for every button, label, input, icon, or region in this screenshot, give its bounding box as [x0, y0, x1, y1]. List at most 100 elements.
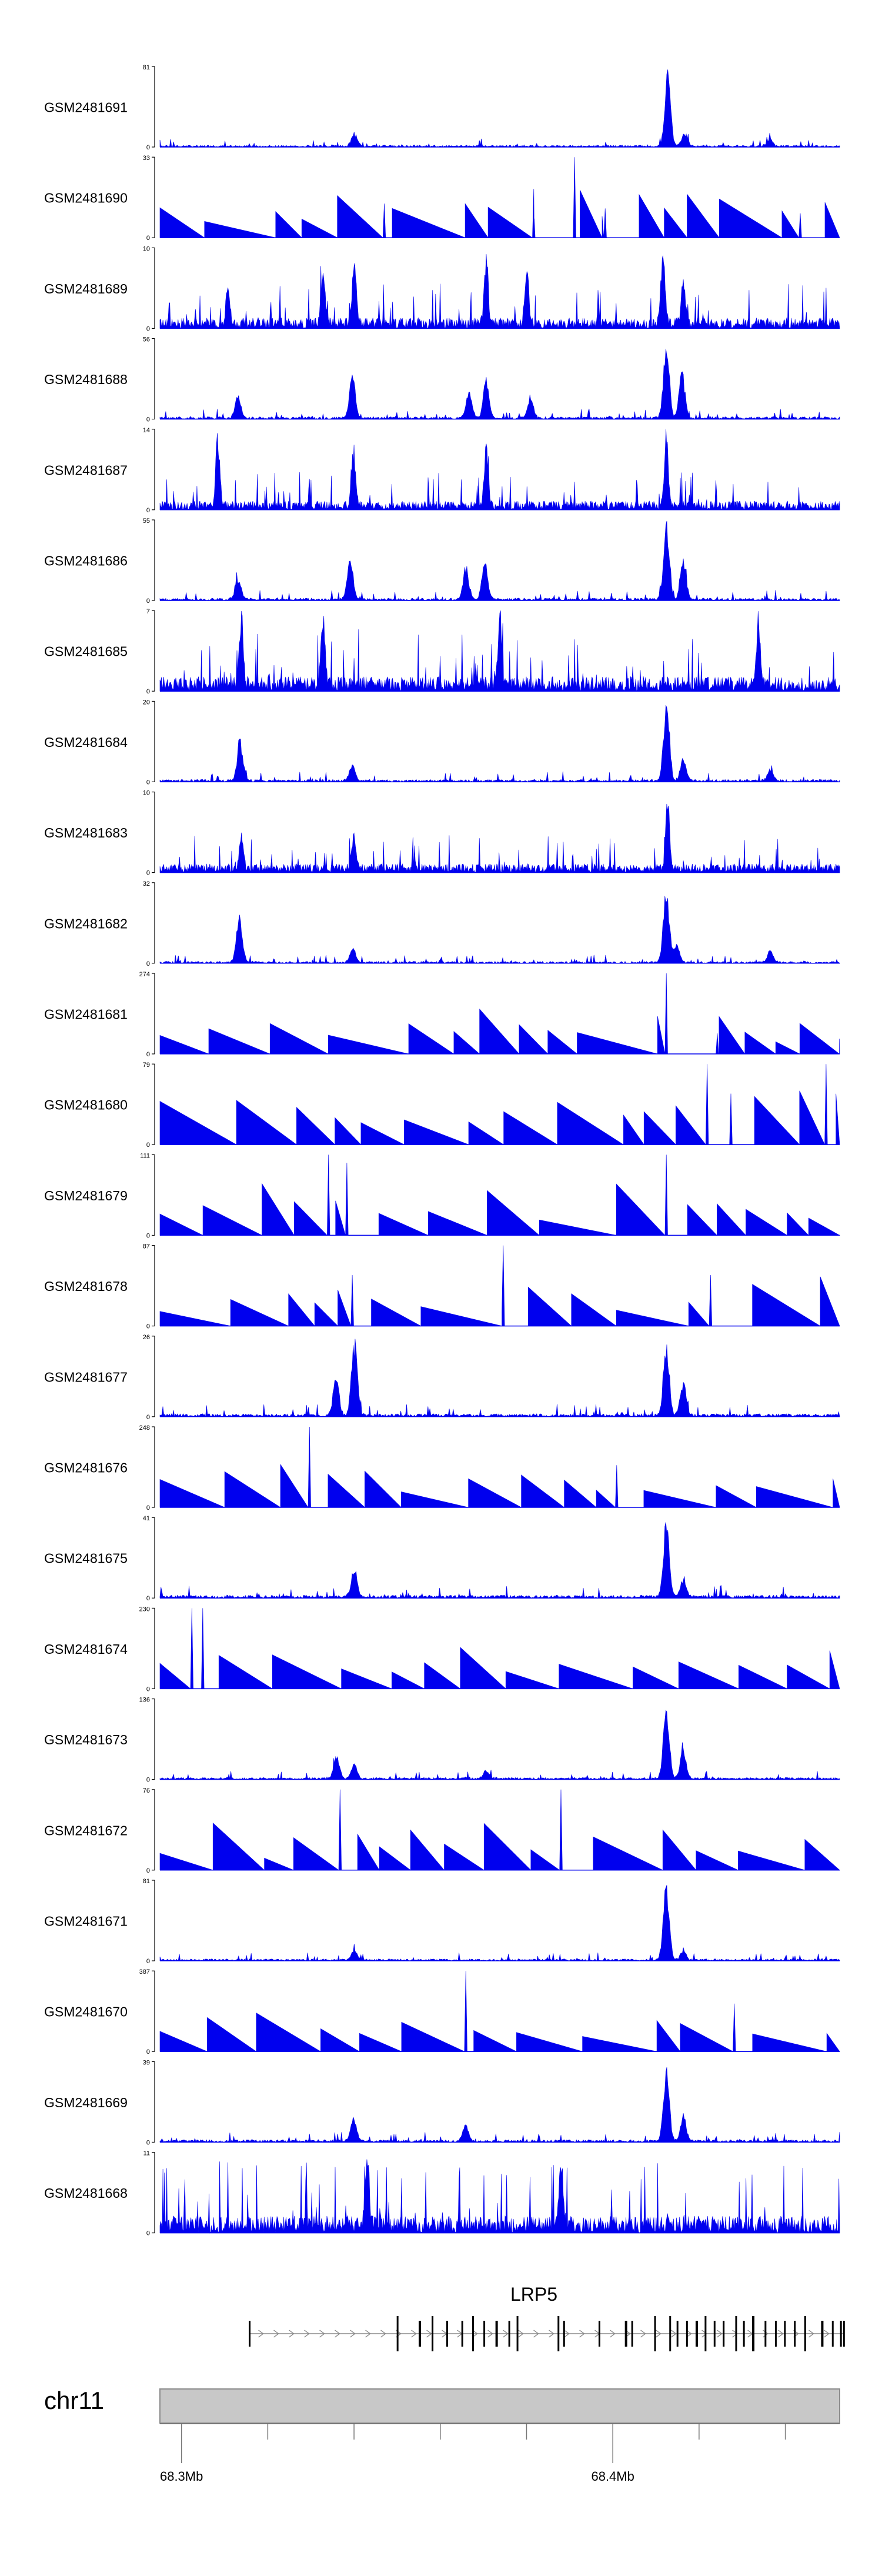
- track-GSM2481675: GSM2481675 41 0: [44, 1515, 840, 1602]
- track-label: GSM2481677: [44, 1369, 128, 1384]
- gene-exon: [396, 2316, 399, 2351]
- strand-arrow-icon: [671, 2330, 677, 2338]
- track-label: GSM2481690: [44, 191, 128, 206]
- gene-exon: [686, 2321, 688, 2347]
- signal-area: [159, 1608, 840, 1690]
- y-tick-label-max: 81: [143, 1878, 150, 1885]
- strand-arrow-icon: [350, 2330, 356, 2338]
- strand-arrow-icon: [319, 2330, 325, 2338]
- strand-arrow-icon: [579, 2330, 585, 2338]
- gene-exon: [804, 2316, 806, 2351]
- strand-arrow-icon: [640, 2330, 646, 2338]
- strand-arrow-icon: [304, 2330, 310, 2338]
- y-tick-label-max: 7: [146, 608, 150, 615]
- track-label: GSM2481680: [44, 1097, 128, 1113]
- gene-exon: [821, 2321, 824, 2347]
- track-GSM2481686: GSM2481686 55 0: [44, 518, 840, 605]
- gene-exon: [508, 2321, 510, 2347]
- gene-exon: [774, 2321, 777, 2347]
- strand-arrow-icon: [503, 2330, 509, 2338]
- strand-arrow-icon: [564, 2330, 570, 2338]
- strand-arrow-icon: [380, 2330, 386, 2338]
- strand-arrow-icon: [533, 2330, 539, 2338]
- track-label: GSM2481669: [44, 2095, 128, 2110]
- gene-exon: [249, 2321, 251, 2347]
- track-label: GSM2481675: [44, 1551, 128, 1566]
- y-tick-label-max: 56: [143, 336, 150, 343]
- signal-area: [159, 973, 840, 1055]
- track-GSM2481678: GSM2481678 87 0: [44, 1243, 840, 1330]
- gene-exon: [624, 2321, 627, 2347]
- gene-exon: [840, 2321, 842, 2347]
- track-GSM2481683: GSM2481683 10 0: [44, 790, 840, 877]
- track-label: GSM2481685: [44, 644, 128, 659]
- track-GSM2481668: GSM2481668 11 0: [44, 2150, 840, 2237]
- y-tick-label-zero: 0: [146, 598, 150, 605]
- track-GSM2481689: GSM2481689 10 0: [44, 245, 840, 332]
- signal-area: [159, 1971, 840, 2053]
- y-tick-label-zero: 0: [146, 507, 150, 514]
- track-label: GSM2481683: [44, 825, 128, 840]
- y-tick-label-zero: 0: [146, 2139, 150, 2146]
- track-GSM2481679: GSM2481679 111 0: [44, 1152, 841, 1239]
- y-tick-label-max: 111: [140, 1152, 150, 1159]
- y-tick-label-max: 248: [139, 1424, 150, 1432]
- track-label: GSM2481670: [44, 2004, 128, 2020]
- y-tick-label-zero: 0: [146, 325, 150, 332]
- strand-arrow-icon: [426, 2330, 432, 2338]
- gene-track: LRP5: [249, 2284, 845, 2351]
- gene-label: LRP5: [510, 2284, 557, 2305]
- signal-area: [159, 253, 840, 329]
- y-tick-label-max: 11: [143, 2150, 150, 2157]
- gene-exon: [598, 2321, 600, 2347]
- signal-area: [159, 1885, 840, 1961]
- y-tick-label-zero: 0: [146, 1142, 150, 1149]
- track-label: GSM2481687: [44, 462, 128, 478]
- track-GSM2481690: GSM2481690 33 0: [44, 155, 840, 242]
- y-tick-label-max: 81: [143, 64, 150, 71]
- y-tick-label-max: 14: [143, 427, 150, 434]
- strand-arrow-icon: [701, 2330, 707, 2338]
- y-tick-label-zero: 0: [146, 870, 150, 877]
- y-tick-label-zero: 0: [146, 1777, 150, 1784]
- track-GSM2481671: GSM2481671 81 0: [44, 1878, 840, 1965]
- gene-exon: [446, 2321, 449, 2347]
- y-tick-label-max: 230: [139, 1606, 150, 1613]
- gene-exon: [563, 2321, 565, 2347]
- track-GSM2481677: GSM2481677 26 0: [44, 1334, 840, 1421]
- y-tick-label-zero: 0: [146, 688, 150, 695]
- gene-exon: [784, 2321, 786, 2347]
- gene-exon: [695, 2321, 698, 2347]
- strand-arrow-icon: [289, 2330, 295, 2338]
- signal-area: [159, 157, 840, 239]
- strand-arrow-icon: [763, 2330, 769, 2338]
- gene-exon: [432, 2316, 434, 2351]
- signal-area: [159, 896, 840, 964]
- gene-exon: [794, 2321, 796, 2347]
- strand-arrow-icon: [824, 2330, 830, 2338]
- track-GSM2481688: GSM2481688 56 0: [44, 336, 840, 423]
- track-label: GSM2481676: [44, 1460, 128, 1476]
- strand-arrow-icon: [487, 2330, 493, 2338]
- track-label: GSM2481681: [44, 1007, 128, 1022]
- strand-arrow-icon: [258, 2330, 264, 2338]
- track-GSM2481676: GSM2481676 248 0: [44, 1424, 840, 1511]
- track-GSM2481672: GSM2481672 76 0: [44, 1787, 840, 1874]
- track-label: GSM2481668: [44, 2185, 128, 2201]
- track-label: GSM2481684: [44, 735, 128, 750]
- signal-area: [159, 1426, 840, 1508]
- y-tick-label-max: 10: [143, 245, 150, 252]
- gene-exon: [676, 2321, 679, 2347]
- track-GSM2481685: GSM2481685 7 0: [44, 608, 840, 695]
- signal-area: [159, 1710, 840, 1780]
- signal-area: [159, 69, 840, 148]
- y-tick-label-zero: 0: [146, 1958, 150, 1965]
- track-GSM2481681: GSM2481681 274 0: [44, 971, 840, 1058]
- track-label: GSM2481682: [44, 916, 128, 931]
- gene-exon: [843, 2321, 845, 2347]
- y-tick-label-zero: 0: [146, 2048, 150, 2056]
- strand-arrow-icon: [411, 2330, 417, 2338]
- track-label: GSM2481686: [44, 553, 128, 569]
- y-tick-label-zero: 0: [146, 779, 150, 786]
- gene-exon: [764, 2321, 767, 2347]
